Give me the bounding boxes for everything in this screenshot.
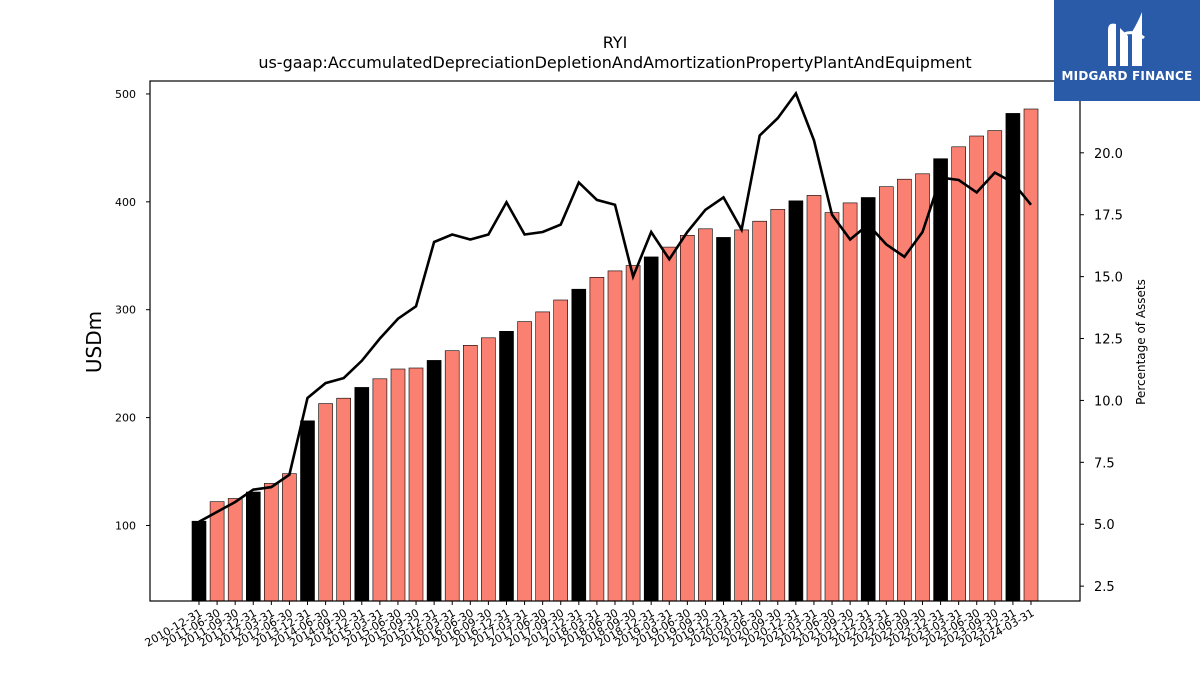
- bar: [390, 368, 406, 602]
- bar: [734, 229, 749, 602]
- bar: [191, 520, 207, 602]
- bar: [209, 501, 225, 602]
- bar: [716, 237, 731, 602]
- bar: [318, 403, 333, 602]
- bar: [408, 367, 424, 602]
- bar: [752, 220, 768, 602]
- y2-axis: 2.55.07.510.012.515.017.520.022.5: [1080, 85, 1123, 595]
- bar: [897, 178, 912, 602]
- bar: [661, 246, 677, 602]
- chart-subtitle: us-gaap:AccumulatedDepreciationDepletion…: [258, 53, 971, 72]
- y-tick-label: 500: [115, 88, 136, 101]
- bar: [933, 158, 948, 602]
- bar: [499, 330, 514, 602]
- midgard-logo-icon: [1108, 12, 1145, 67]
- bar: [860, 197, 876, 602]
- bar: [625, 265, 641, 602]
- y2-tick-label: 5.0: [1094, 518, 1115, 533]
- bar: [824, 212, 840, 602]
- bar: [282, 473, 297, 602]
- bar: [770, 209, 786, 602]
- percentage-line: [198, 90, 1033, 523]
- x-axis: 2010-12-312011-06-302011-09-302011-12-31…: [143, 601, 1037, 650]
- bar: [571, 288, 587, 602]
- brand-name: MIDGARD FINANCE: [1061, 69, 1193, 83]
- bar: [263, 483, 279, 602]
- bar: [1023, 108, 1039, 602]
- chart-title: RYI: [603, 33, 628, 52]
- bar: [806, 195, 822, 602]
- bar: [246, 491, 261, 602]
- bar: [589, 276, 605, 602]
- y2-tick-label: 17.5: [1094, 209, 1123, 224]
- bar: [517, 321, 532, 602]
- bar: [336, 397, 352, 602]
- y-tick-label: 100: [115, 519, 136, 532]
- bar: [481, 337, 496, 602]
- bar: [643, 256, 659, 602]
- y2-tick-label: 7.5: [1094, 456, 1115, 471]
- plot-frame: [149, 80, 1081, 602]
- y2-tick-label: 15.0: [1094, 271, 1123, 286]
- bar-series: [191, 108, 1039, 602]
- y2-tick-label: 2.5: [1094, 580, 1115, 595]
- y-tick-label: 200: [115, 412, 136, 425]
- bar: [444, 350, 460, 602]
- bar: [607, 270, 623, 602]
- y2-axis-label: Percentage of Assets: [1134, 279, 1148, 405]
- bar: [300, 420, 315, 602]
- bar: [951, 146, 967, 602]
- bar: [987, 130, 1003, 602]
- line-series: [198, 90, 1033, 523]
- midgard-finance-logo: MIDGARD FINANCE: [1054, 0, 1200, 101]
- y-tick-label: 400: [115, 196, 136, 209]
- bar: [535, 311, 551, 602]
- y2-tick-label: 12.5: [1094, 333, 1123, 348]
- bar: [354, 387, 370, 602]
- bar: [842, 202, 858, 602]
- bar: [462, 344, 478, 602]
- bar: [679, 235, 695, 602]
- bar: [698, 228, 713, 602]
- bar: [426, 360, 442, 602]
- bar: [372, 378, 388, 602]
- bar: [788, 200, 804, 602]
- bar: [227, 498, 243, 602]
- y-tick-label: 300: [115, 304, 136, 317]
- y2-tick-label: 20.0: [1094, 147, 1123, 162]
- y-axis-label: USDm: [82, 311, 106, 373]
- bar: [969, 135, 985, 602]
- bar: [553, 299, 569, 602]
- y-axis: 100 200 300 400 500: [115, 88, 150, 532]
- y2-tick-label: 10.0: [1094, 394, 1123, 409]
